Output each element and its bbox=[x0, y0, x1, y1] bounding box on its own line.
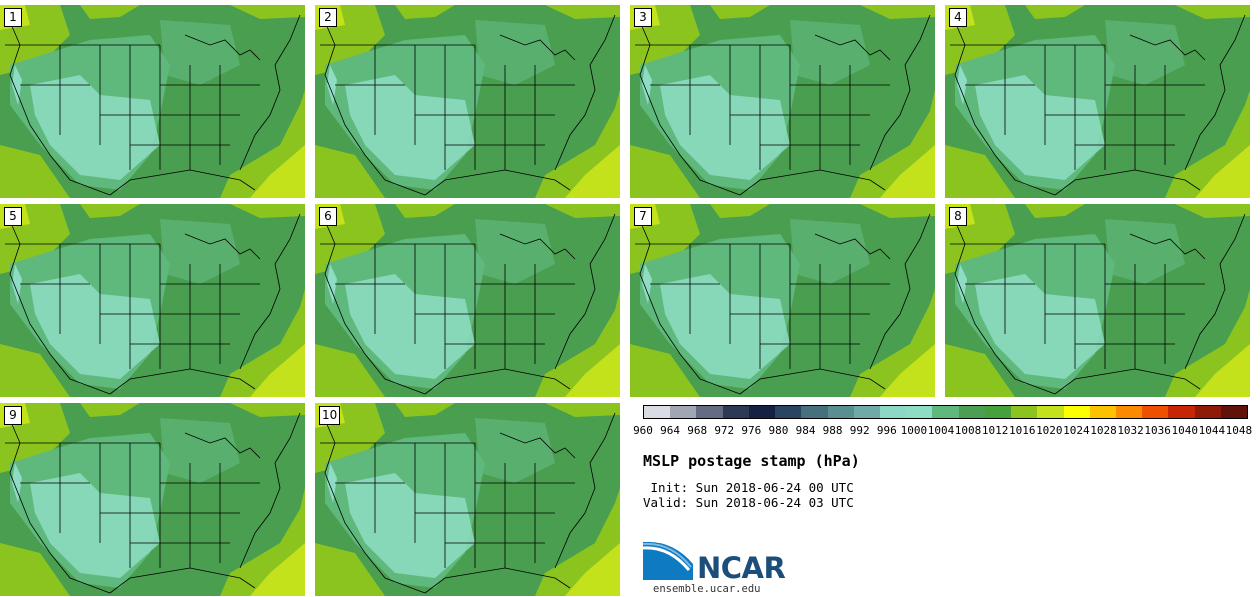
colorbar-tick-label: 988 bbox=[822, 424, 843, 437]
colorbar-tick-label: 1028 bbox=[1090, 424, 1117, 437]
map-panel: 6 bbox=[315, 204, 620, 397]
ensemble-member-label: 3 bbox=[634, 8, 652, 27]
map-panel: 7 bbox=[630, 204, 935, 397]
colorbar-tick-label: 1040 bbox=[1171, 424, 1199, 437]
colorbar-tick-label: 1016 bbox=[1008, 424, 1036, 437]
colorbar-swatch bbox=[1037, 406, 1064, 418]
valid-time: Valid: Sun 2018-06-24 03 UTC bbox=[643, 495, 854, 510]
ensemble-member-label: 9 bbox=[4, 406, 22, 425]
ensemble-member-label: 10 bbox=[319, 406, 341, 425]
colorbar-swatch bbox=[670, 406, 697, 418]
ensemble-member-label: 1 bbox=[4, 8, 22, 27]
ensemble-member-label: 7 bbox=[634, 207, 652, 226]
colorbar-swatch bbox=[1220, 406, 1248, 418]
map-panel: 2 bbox=[315, 5, 620, 198]
mslp-map bbox=[315, 403, 620, 596]
chart-title: MSLP postage stamp (hPa) bbox=[643, 452, 860, 470]
ensemble-member-label: 8 bbox=[949, 207, 967, 226]
colorbar-swatch bbox=[984, 406, 1012, 418]
ensemble-member-label: 4 bbox=[949, 8, 967, 27]
colorbar-swatch bbox=[1142, 406, 1169, 418]
ensemble-member-label: 6 bbox=[319, 207, 337, 226]
colorbar-swatch bbox=[1063, 406, 1090, 418]
colorbar-tick-label: 996 bbox=[876, 424, 897, 437]
colorbar-tick-label: 1020 bbox=[1036, 424, 1063, 437]
colorbar-tick-label: 1044 bbox=[1198, 424, 1226, 437]
mslp-map bbox=[945, 204, 1250, 397]
map-panel: 9 bbox=[0, 403, 305, 596]
colorbar-swatch bbox=[644, 406, 671, 418]
ensemble-member-label: 5 bbox=[4, 207, 22, 226]
mslp-map bbox=[945, 5, 1250, 198]
colorbar-tick-label: 964 bbox=[660, 424, 681, 437]
map-panel: 8 bbox=[945, 204, 1250, 397]
colorbar-swatch bbox=[775, 406, 802, 418]
ensemble-member-label: 2 bbox=[319, 8, 337, 27]
mslp-map bbox=[630, 5, 935, 198]
source-url: ensemble.ucar.edu bbox=[653, 583, 761, 595]
map-panel: 1 bbox=[0, 5, 305, 198]
mslp-map bbox=[0, 403, 305, 596]
colorbar-swatch bbox=[748, 406, 776, 418]
colorbar-swatch bbox=[932, 406, 959, 418]
colorbar-swatch bbox=[1115, 406, 1143, 418]
ncar-logo-icon bbox=[643, 541, 693, 580]
colorbar-tick-label: 984 bbox=[795, 424, 816, 437]
map-panel: 4 bbox=[945, 5, 1250, 198]
mslp-map bbox=[315, 5, 620, 198]
colorbar-swatch bbox=[1011, 406, 1038, 418]
colorbar bbox=[643, 405, 1248, 419]
colorbar-swatch bbox=[906, 406, 933, 418]
colorbar-swatch bbox=[722, 406, 749, 418]
mslp-map bbox=[315, 204, 620, 397]
colorbar-tick-label: 972 bbox=[714, 424, 735, 437]
colorbar-swatch bbox=[827, 406, 854, 418]
colorbar-swatch bbox=[853, 406, 880, 418]
mslp-map bbox=[0, 5, 305, 198]
colorbar-swatch bbox=[1194, 406, 1221, 418]
colorbar-tick-label: 976 bbox=[741, 424, 762, 437]
colorbar-swatch bbox=[801, 406, 828, 418]
map-panel: 3 bbox=[630, 5, 935, 198]
colorbar-tick-label: 1012 bbox=[981, 424, 1009, 437]
colorbar-ticks: 960 964 968 972 976 980 984 988 992 996 1000 1004 10… bbox=[633, 424, 1253, 438]
colorbar-swatch bbox=[958, 406, 985, 418]
colorbar-tick-label: 960 bbox=[633, 424, 653, 437]
mslp-map bbox=[630, 204, 935, 397]
mslp-map bbox=[0, 204, 305, 397]
colorbar-swatch bbox=[879, 406, 907, 418]
colorbar-tick-label: 1036 bbox=[1144, 424, 1171, 437]
colorbar-tick-label: 1048 bbox=[1225, 424, 1253, 437]
map-panel: 10 bbox=[315, 403, 620, 596]
time-info: Init: Sun 2018-06-24 00 UTC Valid: Sun 2… bbox=[643, 480, 854, 510]
colorbar-tick-label: 1008 bbox=[954, 424, 982, 437]
colorbar-tick-label: 980 bbox=[768, 424, 789, 437]
colorbar-tick-label: 1004 bbox=[927, 424, 955, 437]
colorbar-tick-label: 1024 bbox=[1063, 424, 1090, 437]
colorbar-tick-label: 1000 bbox=[900, 424, 928, 437]
colorbar-tick-label: 992 bbox=[849, 424, 870, 437]
colorbar-tick-label: 1032 bbox=[1117, 424, 1144, 437]
map-panel: 5 bbox=[0, 204, 305, 397]
colorbar-swatch bbox=[1168, 406, 1195, 418]
logo-text: NCAR bbox=[697, 551, 786, 585]
init-time: Init: Sun 2018-06-24 00 UTC bbox=[643, 480, 854, 495]
colorbar-tick-label: 968 bbox=[687, 424, 708, 437]
colorbar-swatch bbox=[1089, 406, 1116, 418]
colorbar-swatch bbox=[696, 406, 723, 418]
